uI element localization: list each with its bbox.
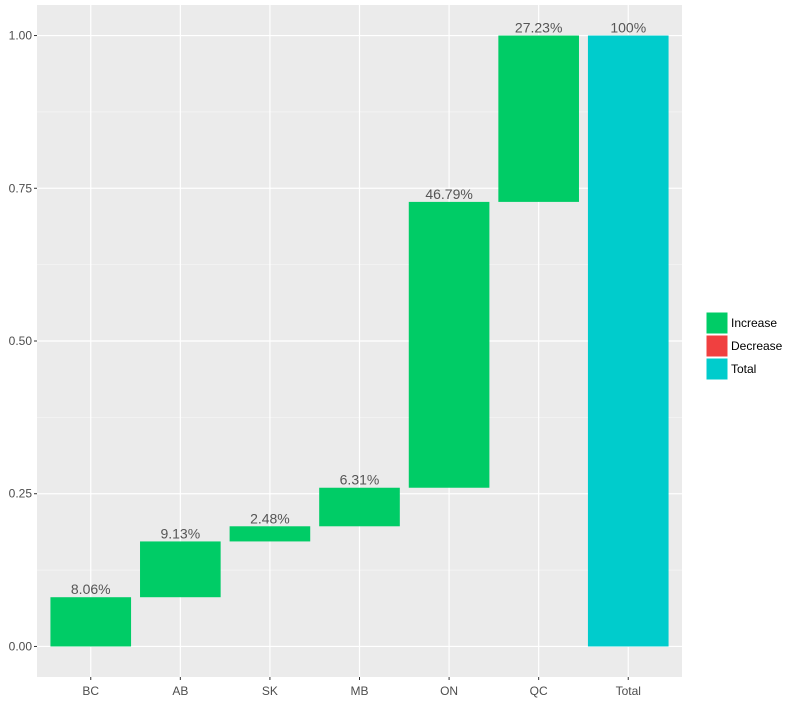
data-label-on: 46.79%: [425, 186, 472, 202]
bar-sk: [229, 526, 311, 542]
data-label-qc: 27.23%: [515, 20, 562, 36]
y-tick-label: 1.00: [9, 29, 33, 43]
bar-ab: [140, 541, 221, 598]
x-tick-label: MB: [351, 684, 369, 698]
bar-total: [587, 35, 669, 647]
legend-label-total: Total: [731, 362, 756, 376]
x-tick-label: SK: [262, 684, 278, 698]
x-axis: BC AB SK MB ON QC Total: [82, 677, 641, 698]
data-label-total: 100%: [610, 20, 646, 36]
x-tick-label: Total: [616, 684, 641, 698]
y-tick-label: 0.00: [9, 639, 33, 653]
x-tick-label: ON: [440, 684, 458, 698]
y-axis: 0.00 0.25 0.50 0.75 1.00: [9, 29, 37, 653]
data-label-bc: 8.06%: [71, 581, 111, 597]
y-tick-label: 0.75: [9, 181, 33, 195]
x-tick-label: QC: [530, 684, 548, 698]
legend-label-decrease: Decrease: [731, 339, 783, 353]
bars: [50, 35, 669, 647]
bar-mb: [319, 487, 400, 527]
bar-on: [408, 201, 490, 488]
bar-bc: [50, 597, 132, 647]
data-labels: 8.06% 9.13% 2.48% 6.31% 46.79% 27.23% 100%: [71, 20, 646, 598]
legend-key-increase: [705, 311, 729, 335]
data-label-sk: 2.48%: [250, 510, 290, 526]
x-tick-label: AB: [172, 684, 188, 698]
y-tick-label: 0.50: [9, 334, 33, 348]
legend-key-decrease: [705, 334, 729, 358]
legend: Increase Decrease Total: [705, 311, 783, 381]
legend-label-increase: Increase: [731, 316, 777, 330]
x-tick-label: BC: [82, 684, 99, 698]
data-label-ab: 9.13%: [160, 525, 200, 541]
data-label-mb: 6.31%: [340, 472, 380, 488]
y-tick-label: 0.25: [9, 487, 33, 501]
bar-qc: [498, 35, 579, 202]
legend-key-total: [705, 357, 729, 381]
